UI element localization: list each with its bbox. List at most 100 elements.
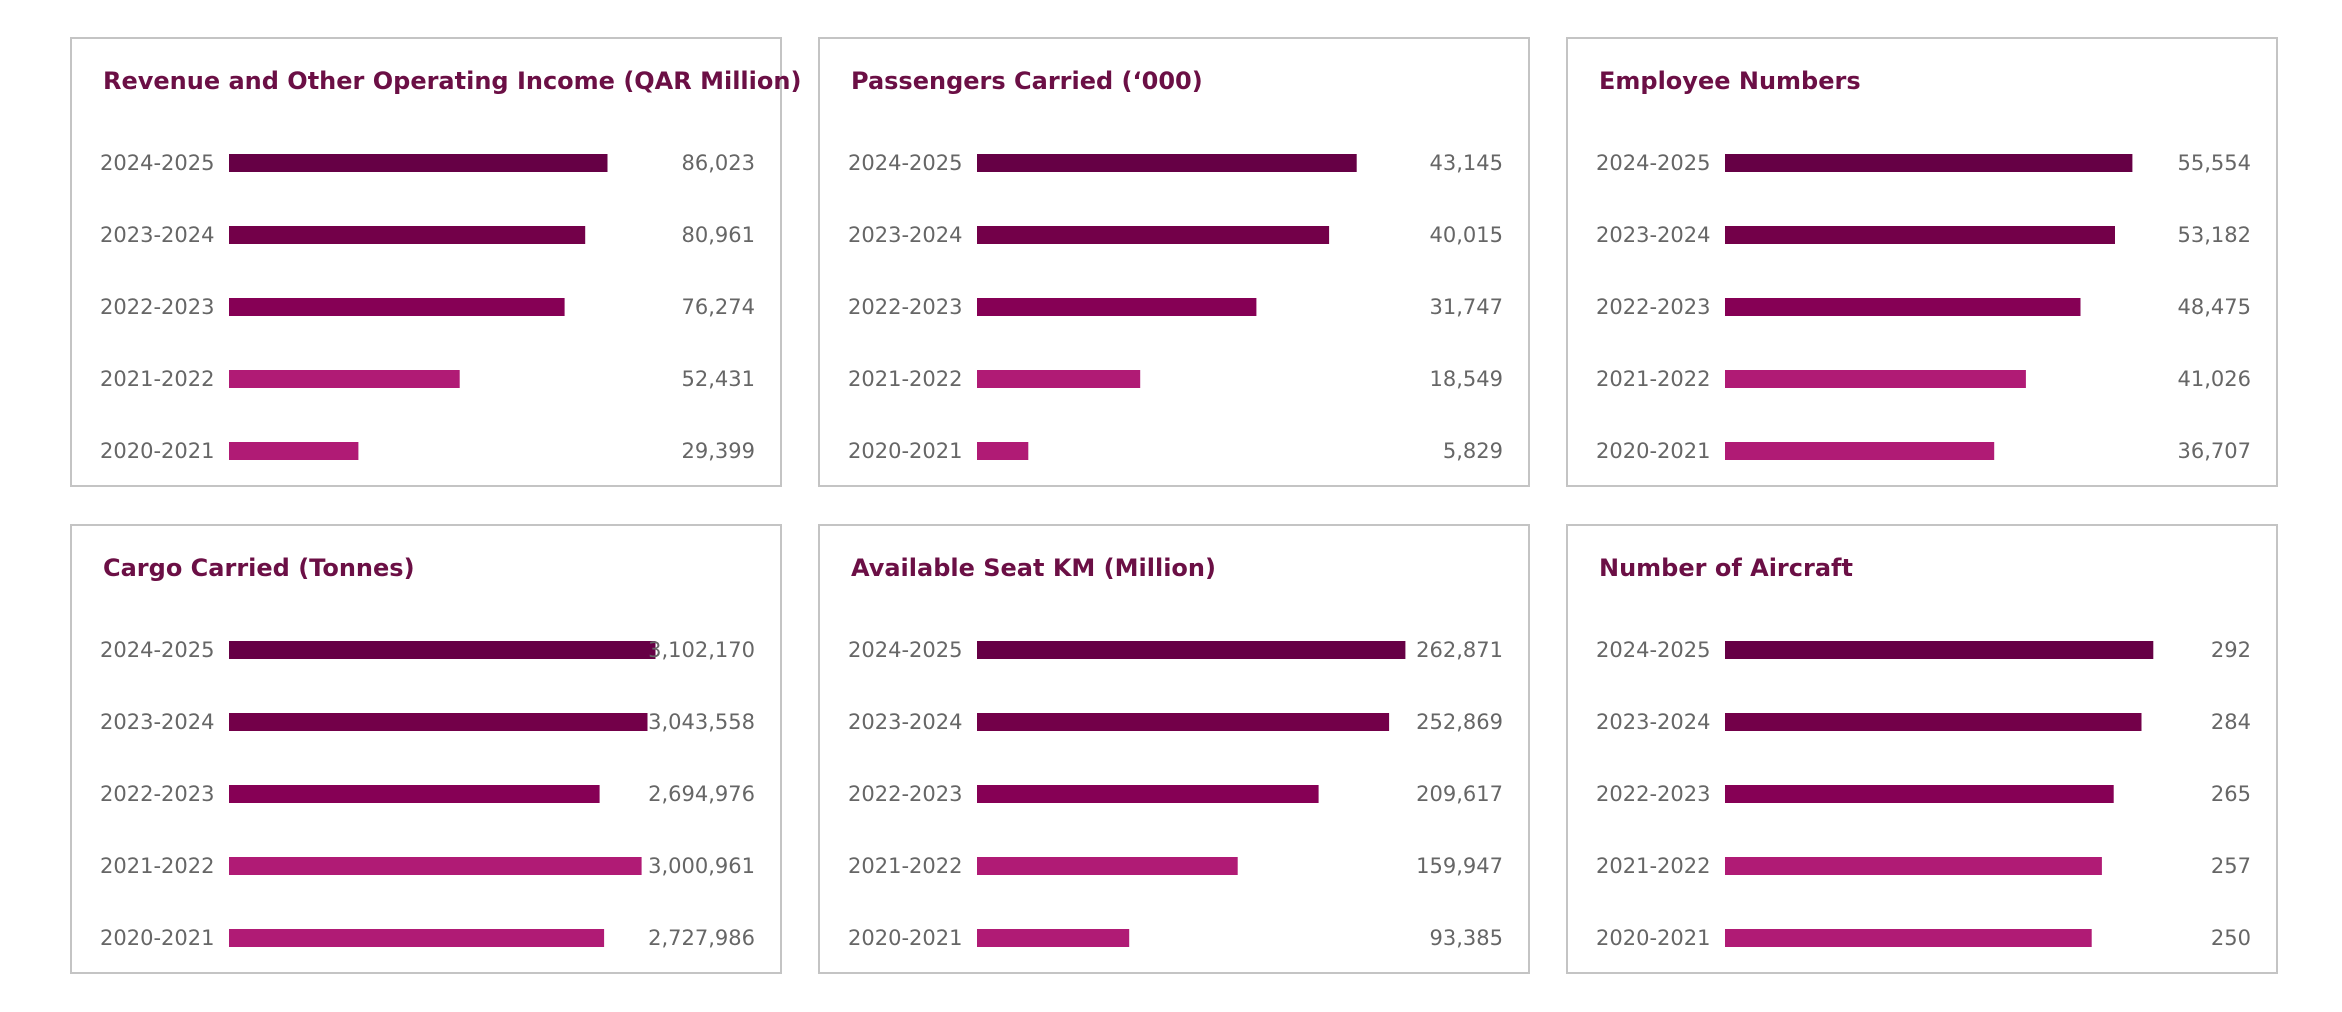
chart-panel-revenue: Revenue and Other Operating Income (QAR … [70,37,801,487]
bar-2023-2024 [1725,226,2115,244]
bar-2022-2023 [1725,298,2081,316]
value-label: 93,385 [1430,926,1503,950]
value-label: 76,274 [682,295,755,319]
chart-title: Revenue and Other Operating Income (QAR … [103,67,802,95]
value-label: 250 [2211,926,2251,950]
value-label: 18,549 [1430,367,1503,391]
category-label: 2022-2023 [848,295,962,319]
bar-2023-2024 [229,226,586,244]
value-label: 55,554 [2178,151,2251,175]
value-label: 209,617 [1416,782,1503,806]
chart-panel-aircraft: Number of Aircraft 2024-2025 292 2023-2024… [1566,524,2278,974]
bar-2023-2024 [1725,713,2142,731]
category-label: 2020-2021 [848,439,962,463]
value-label: 2,694,976 [648,782,755,806]
category-label: 2021-2022 [100,367,214,391]
category-label: 2022-2023 [1596,295,1710,319]
bar-2021-2022 [1725,370,2026,388]
value-label: 292 [2211,638,2251,662]
value-label: 159,947 [1416,854,1503,878]
category-label: 2022-2023 [1596,782,1710,806]
category-label: 2024-2025 [100,638,214,662]
value-label: 262,871 [1416,638,1503,662]
chart-aircraft: 2024-2025 292 2023-2024 284 2022-2023 265 2021… [1596,638,2251,950]
chart-seat-km: 2024-2025 262,871 2023-2024 252,869 2022-202… [848,638,1503,950]
chart-title: Number of Aircraft [1599,554,1853,582]
category-label: 2023-2024 [1596,223,1710,247]
value-label: 41,026 [2178,367,2251,391]
category-label: 2023-2024 [100,710,214,734]
category-label: 2021-2022 [100,854,214,878]
category-label: 2021-2022 [848,367,962,391]
value-label: 2,727,986 [648,926,755,950]
value-label: 40,015 [1430,223,1503,247]
chart-title: Cargo Carried (Tonnes) [103,554,415,582]
value-label: 86,023 [682,151,755,175]
chart-revenue: 2024-2025 86,023 2023-2024 80,961 2022-2023 7… [100,151,755,463]
chart-panel-passengers: Passengers Carried (‘000) 2024-2025 43,14… [818,37,1530,487]
category-label: 2023-2024 [848,223,962,247]
chart-title: Passengers Carried (‘000) [851,67,1203,95]
bar-2021-2022 [229,857,642,875]
chart-passengers: 2024-2025 43,145 2023-2024 40,015 2022-2023 3… [848,151,1503,463]
bar-2020-2021 [1725,442,1995,460]
bar-2020-2021 [229,442,359,460]
category-label: 2020-2021 [100,926,214,950]
value-label: 80,961 [682,223,755,247]
value-label: 48,475 [2178,295,2251,319]
category-label: 2022-2023 [848,782,962,806]
chart-panel-seat-km: Available Seat KM (Million) 2024-2025 262… [818,524,1530,974]
category-label: 2022-2023 [100,782,214,806]
category-label: 2024-2025 [100,151,214,175]
category-label: 2020-2021 [100,439,214,463]
category-label: 2023-2024 [100,223,214,247]
bar-2021-2022 [1725,857,2102,875]
value-label: 29,399 [682,439,755,463]
bar-2020-2021 [1725,929,2092,947]
value-label: 257 [2211,854,2251,878]
bar-2023-2024 [977,713,1390,731]
value-label: 3,043,558 [648,710,755,734]
bar-2021-2022 [977,857,1238,875]
value-label: 3,102,170 [648,638,755,662]
bar-2022-2023 [229,785,600,803]
bar-2021-2022 [977,370,1141,388]
category-label: 2024-2025 [848,151,962,175]
bar-2022-2023 [977,785,1319,803]
bar-2023-2024 [977,226,1330,244]
chart-employees: 2024-2025 55,554 2023-2024 53,182 2022-2023 4… [1596,151,2251,463]
chart-title: Employee Numbers [1599,67,1861,95]
bar-2024-2025 [229,641,656,659]
bar-2024-2025 [1725,641,2154,659]
value-label: 31,747 [1430,295,1503,319]
category-label: 2021-2022 [1596,367,1710,391]
value-label: 43,145 [1430,151,1503,175]
bar-2024-2025 [229,154,608,172]
category-label: 2021-2022 [1596,854,1710,878]
category-label: 2020-2021 [1596,439,1710,463]
bar-2023-2024 [229,713,648,731]
category-label: 2024-2025 [1596,151,1710,175]
value-label: 52,431 [682,367,755,391]
bar-2024-2025 [977,641,1406,659]
bar-2020-2021 [229,929,605,947]
bar-2022-2023 [229,298,565,316]
chart-title: Available Seat KM (Million) [851,554,1216,582]
chart-cargo: 2024-2025 3,102,170 2023-2024 3,043,558 2022… [100,638,755,950]
value-label: 252,869 [1416,710,1503,734]
value-label: 5,829 [1443,439,1503,463]
value-label: 265 [2211,782,2251,806]
chart-panel-cargo: Cargo Carried (Tonnes) 2024-2025 3,102,17… [70,524,782,974]
category-label: 2022-2023 [100,295,214,319]
value-label: 284 [2211,710,2251,734]
chart-panel-employees: Employee Numbers 2024-2025 55,554 2023-202… [1566,37,2278,487]
bar-2022-2023 [977,298,1257,316]
bar-2021-2022 [229,370,460,388]
category-label: 2024-2025 [848,638,962,662]
category-label: 2021-2022 [848,854,962,878]
category-label: 2020-2021 [1596,926,1710,950]
bar-2020-2021 [977,929,1130,947]
category-label: 2023-2024 [1596,710,1710,734]
value-label: 3,000,961 [648,854,755,878]
bar-2020-2021 [977,442,1029,460]
